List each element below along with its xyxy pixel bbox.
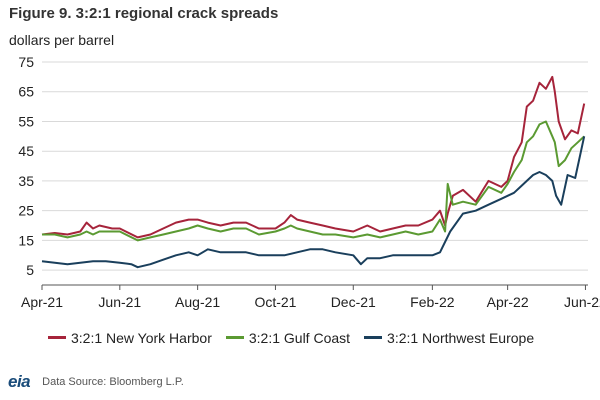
- y-tick-label: 25: [18, 203, 34, 219]
- y-tick-label: 45: [18, 143, 34, 159]
- y-axis-label: dollars per barrel: [9, 32, 115, 48]
- legend-label: 3:2:1 New York Harbor: [71, 329, 212, 346]
- y-tick-label: 75: [18, 54, 34, 70]
- chart-legend: 3:2:1 New York Harbor 3:2:1 Gulf Coast 3:2…: [48, 326, 548, 346]
- x-tick-label: Aug-21: [175, 294, 220, 310]
- y-tick-label: 65: [18, 84, 34, 100]
- legend-swatch: [225, 336, 244, 339]
- legend-label: 3:2:1 Northwest Europe: [387, 329, 535, 346]
- eia-logo: eia: [8, 372, 31, 391]
- x-tick-label: Dec-21: [331, 294, 376, 310]
- x-tick-label: Feb-22: [410, 294, 455, 310]
- y-tick-label: 15: [18, 232, 34, 248]
- legend-item-2: 3:2:1 Northwest Europe: [364, 330, 534, 346]
- legend-label: 3:2:1 Gulf Coast: [248, 329, 351, 346]
- series-line-2: [41, 136, 586, 269]
- chart-title: Figure 9. 3:2:1 regional crack spreads: [9, 5, 279, 22]
- y-tick-label: 5: [26, 262, 34, 278]
- data-source-note: Data Source: Bloomberg L.P.: [42, 376, 184, 388]
- footer: eia Data Source: Bloomberg L.P.: [8, 372, 184, 392]
- legend-swatch: [364, 336, 383, 339]
- x-tick-label: Apr-21: [21, 294, 63, 310]
- x-tick-label: Oct-21: [254, 294, 296, 310]
- series-line-1: [42, 120, 585, 242]
- x-tick-label: Jun-22: [564, 294, 600, 310]
- legend-swatch: [48, 336, 66, 339]
- x-tick-label: Apr-22: [487, 294, 529, 310]
- legend-item-0: 3:2:1 New York Harbor: [48, 330, 212, 346]
- x-tick-label: Jun-21: [98, 294, 141, 310]
- legend-item-1: 3:2:1 Gulf Coast: [225, 329, 351, 346]
- y-tick-label: 35: [18, 173, 34, 189]
- y-tick-label: 55: [18, 113, 34, 129]
- series-line-0: [41, 75, 586, 239]
